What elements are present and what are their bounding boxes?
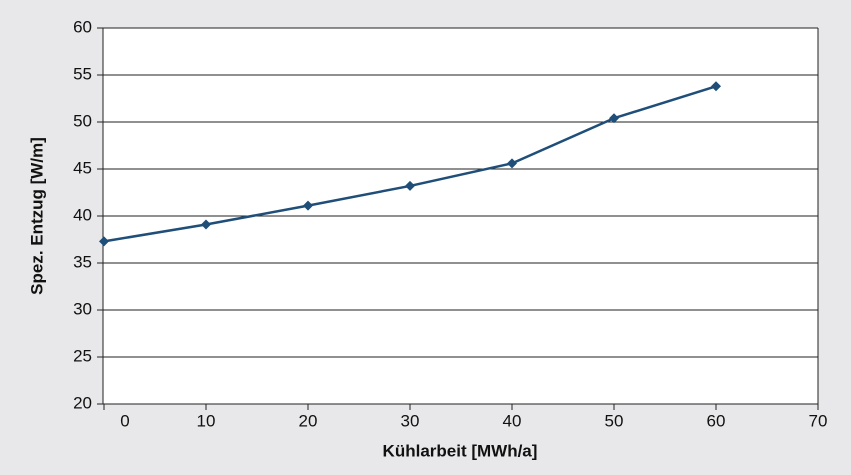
- marker: [507, 158, 517, 169]
- y-tick-label: 25: [73, 346, 92, 365]
- x-tick-label: 70: [809, 411, 828, 430]
- y-tick-label: 35: [73, 252, 92, 271]
- marker: [201, 219, 211, 230]
- y-tick-label: 40: [73, 205, 92, 224]
- marker: [711, 81, 721, 92]
- marker: [609, 113, 619, 124]
- y-tick-label: 45: [73, 158, 92, 177]
- marker: [99, 236, 109, 247]
- y-tick-label: 55: [73, 64, 92, 83]
- y-axis-label: Spez. Entzug [W/m]: [27, 137, 46, 295]
- y-tick-label: 50: [73, 111, 92, 130]
- y-tick-label: 20: [73, 393, 92, 412]
- x-tick-label: 50: [605, 411, 624, 430]
- y-tick-label: 30: [73, 299, 92, 318]
- x-tick-label: 0: [120, 411, 129, 430]
- marker: [405, 180, 415, 191]
- x-tick-label: 30: [401, 411, 420, 430]
- x-tick-label: 20: [299, 411, 318, 430]
- x-axis-label: Kühlarbeit [MWh/a]: [383, 441, 538, 460]
- x-tick-label: 60: [707, 411, 726, 430]
- x-tick-label: 10: [197, 411, 216, 430]
- x-tick-label: 40: [503, 411, 522, 430]
- y-tick-label: 60: [73, 17, 92, 36]
- marker: [303, 200, 313, 211]
